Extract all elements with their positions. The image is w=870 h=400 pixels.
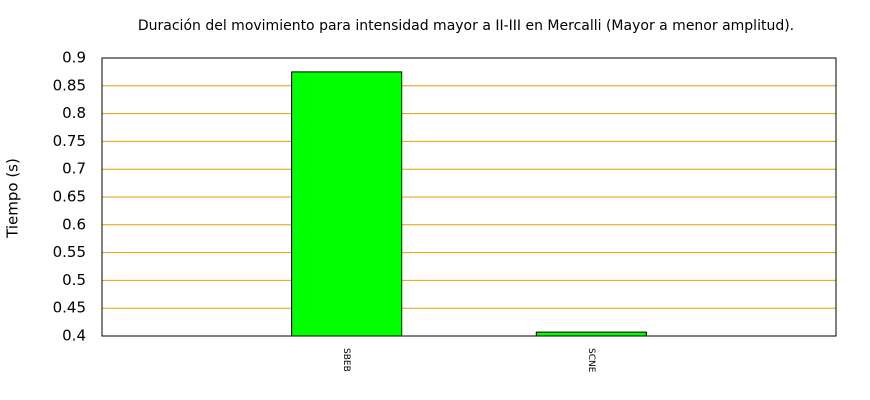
bar <box>291 71 403 337</box>
y-axis-label: Tiempo (s) <box>4 158 22 239</box>
x-tick-label: SCNE <box>586 348 596 373</box>
y-tick-label: 0.45 <box>53 299 86 317</box>
y-tick-label: 0.9 <box>62 49 86 67</box>
y-tick-label: 0.65 <box>53 188 86 206</box>
plot-frame <box>101 57 837 337</box>
y-tick-label: 0.85 <box>53 76 86 94</box>
bar <box>535 331 647 337</box>
y-tick-label: 0.7 <box>62 160 86 178</box>
y-tick-label: 0.55 <box>53 243 86 261</box>
x-tick-label: SBEB <box>341 348 351 372</box>
y-tick-label: 0.75 <box>53 132 86 150</box>
y-tick-label: 0.5 <box>62 271 86 289</box>
chart-title: Duración del movimiento para intensidad … <box>138 18 794 34</box>
y-tick-label: 0.6 <box>62 215 86 233</box>
y-tick-label: 0.8 <box>62 104 86 122</box>
y-tick-label: 0.4 <box>62 327 86 345</box>
